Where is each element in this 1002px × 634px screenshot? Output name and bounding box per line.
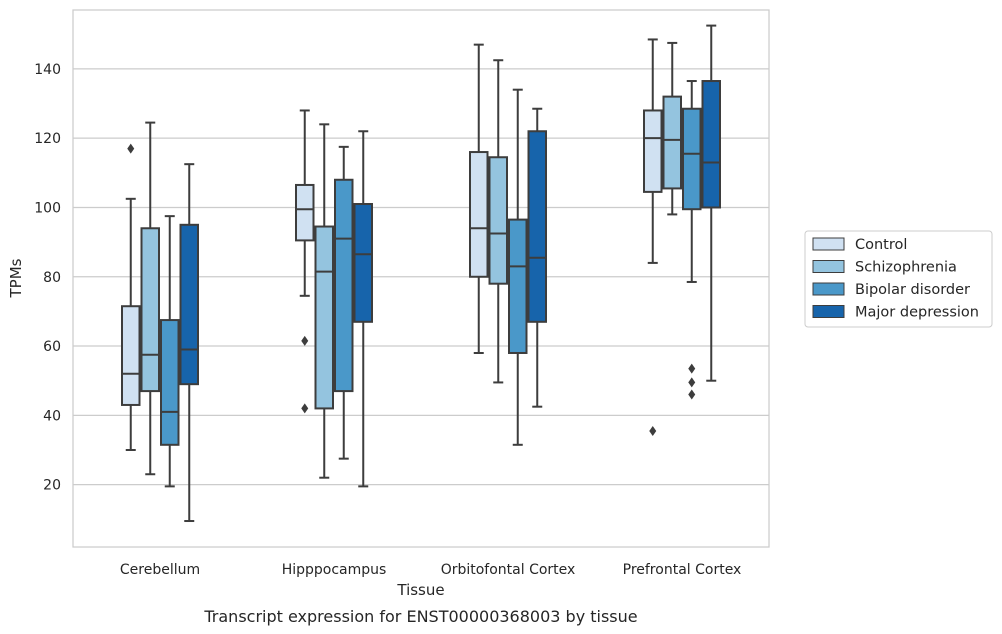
box-1-3 [662, 41, 682, 216]
legend-swatch [812, 237, 845, 251]
x-tick-label: Prefrontal Cortex [623, 562, 742, 578]
box-3-0 [179, 163, 199, 523]
box-body [469, 151, 489, 278]
x-axis-ticks: Cerebellum Hipppocampus Orbitofontal Corte… [120, 562, 741, 578]
y-axis-label: TPMs [7, 258, 25, 298]
box-2-3 [682, 80, 702, 400]
legend-label: Schizophrenia [855, 260, 957, 276]
box-1-1 [314, 123, 334, 479]
legend-frame [804, 230, 993, 328]
box-body [682, 107, 702, 211]
legend-swatch [812, 305, 845, 318]
outlier-point [301, 403, 309, 414]
box-3-3 [701, 24, 721, 382]
x-tick-label: Cerebellum [120, 562, 200, 578]
box-0-2 [469, 43, 489, 354]
x-axis-label: Tissue [396, 581, 444, 599]
outlier-point [688, 377, 696, 388]
y-tick-label: 140 [34, 62, 61, 78]
box-0-3 [643, 38, 663, 436]
box-body [140, 227, 160, 393]
legend-label: Bipolar disorder [855, 282, 970, 298]
y-tick-label: 80 [43, 270, 61, 286]
box-2-1 [334, 145, 354, 460]
box-2-2 [508, 88, 528, 446]
legend-swatch [812, 260, 845, 273]
y-tick-label: 120 [34, 131, 61, 147]
y-tick-label: 100 [34, 200, 61, 216]
box-body [508, 218, 528, 354]
legend: Control Schizophrenia Bipolar disorder Majo… [804, 230, 993, 328]
box-1-0 [140, 121, 160, 476]
x-tick-label: Hipppocampus [282, 562, 387, 578]
legend-label: Major depression [855, 305, 979, 321]
box-body [353, 203, 373, 323]
boxes [121, 24, 721, 523]
box-body [488, 156, 508, 285]
box-0-1 [295, 109, 315, 414]
x-tick-label: Orbitofontal Cortex [441, 562, 576, 578]
box-body [179, 223, 199, 386]
outlier-point [649, 425, 657, 436]
box-body [643, 109, 663, 193]
y-axis-ticks: 20 40 60 80 100 120 140 [34, 62, 61, 494]
outlier-point [127, 143, 135, 154]
box-body [121, 305, 141, 406]
legend-swatch [812, 282, 845, 296]
outlier-point [688, 389, 696, 400]
outlier-point [688, 363, 696, 374]
legend-label: Control [855, 237, 907, 253]
box-2-0 [160, 215, 180, 488]
box-body [701, 80, 721, 209]
box-body [527, 130, 547, 323]
y-tick-label: 60 [43, 339, 61, 355]
box-body [160, 319, 180, 446]
box-1-2 [488, 59, 508, 384]
box-body [334, 178, 354, 393]
box-3-2 [527, 107, 547, 408]
outlier-point [301, 335, 309, 346]
box-0-0 [121, 143, 141, 451]
box-body [295, 183, 315, 242]
y-tick-label: 20 [43, 478, 61, 494]
y-tick-label: 40 [43, 408, 61, 424]
box-body [662, 95, 682, 190]
chart-title: Transcript expression for ENST0000036800… [203, 607, 637, 626]
box-3-1 [353, 130, 373, 488]
plot-frame [72, 9, 770, 548]
box-body [314, 225, 334, 410]
